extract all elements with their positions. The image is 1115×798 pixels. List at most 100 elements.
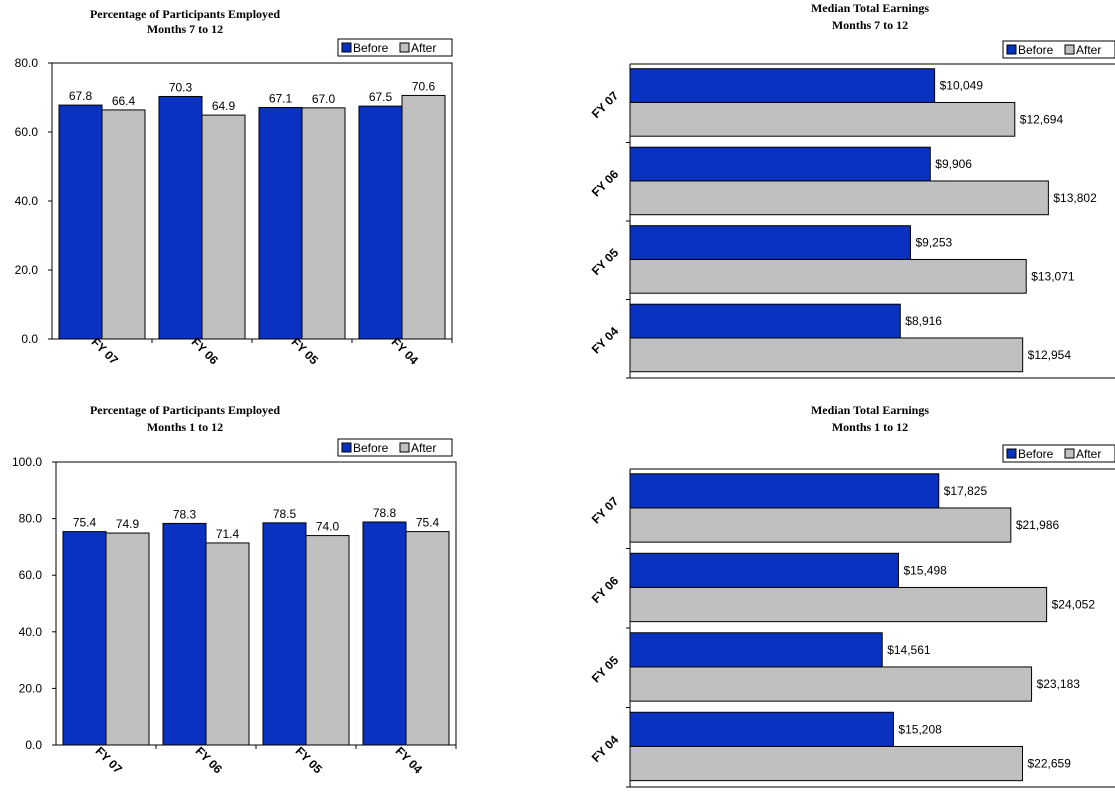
legend: Before After (337, 38, 453, 57)
bar-before-fy-06 (162, 522, 207, 746)
bar-before-fy-07 (629, 68, 936, 103)
data-label-after-fy-07: $12,694 (1020, 112, 1064, 126)
data-label-after-fy-04: $12,954 (1028, 348, 1072, 362)
bar-before-fy-06 (629, 146, 931, 182)
legend-swatch-before (1006, 44, 1017, 55)
chart-subtitle: Months 1 to 12 (832, 420, 908, 434)
legend-swatch-after (1064, 448, 1075, 459)
data-label-after-fy-05: 74.0 (316, 520, 340, 534)
chart-earn-7-12: Median Total Earnings Months 7 to 12 Befor… (589, 1, 1115, 379)
data-label-after-fy-06: $24,052 (1052, 598, 1096, 612)
chart-earn-1-12: Median Total Earnings Months 1 to 12 Befor… (589, 403, 1115, 788)
bar-after-fy-07 (105, 532, 150, 746)
bar-after-fy-06 (201, 114, 246, 340)
legend: Before After (1002, 40, 1115, 59)
data-label-before-fy-07: 75.4 (73, 516, 97, 530)
data-label-before-fy-06: $15,498 (903, 563, 947, 577)
legend-box (337, 38, 453, 57)
legend-box (1002, 40, 1115, 59)
bar-after-fy-05 (629, 258, 1027, 294)
legend: Before After (337, 438, 453, 457)
data-label-after-fy-04: 75.4 (416, 516, 440, 530)
data-label-before-fy-06: $9,906 (935, 157, 972, 171)
chart-emp-1-12: Percentage of Participants Employed Month… (12, 403, 457, 777)
y-tick-label: 0.0 (25, 738, 42, 752)
data-label-before-fy-04: $8,916 (905, 314, 942, 328)
bar-before-fy-04 (358, 105, 403, 340)
data-label-before-fy-05: 78.5 (273, 507, 297, 521)
bar-before-fy-06 (158, 95, 203, 340)
legend-label-before: Before (353, 441, 389, 455)
data-label-after-fy-05: $13,071 (1031, 269, 1075, 283)
y-tick-label: 40.0 (19, 625, 43, 639)
x-category-label: FY 07 (93, 744, 126, 777)
data-label-after-fy-06: $13,802 (1053, 191, 1097, 205)
bar-after-fy-04 (629, 745, 1023, 782)
bar-after-fy-05 (629, 666, 1033, 702)
data-label-after-fy-05: 67.0 (312, 92, 336, 106)
data-label-before-fy-05: 67.1 (269, 92, 293, 106)
chart-title: Median Total Earnings (811, 403, 929, 417)
x-category-label: FY 06 (193, 744, 226, 777)
bar-before-fy-07 (629, 473, 940, 509)
data-label-before-fy-04: $15,208 (898, 722, 942, 736)
data-label-before-fy-04: 78.8 (373, 506, 397, 520)
legend-label-before: Before (1018, 447, 1054, 461)
legend-box (1002, 444, 1115, 463)
data-label-after-fy-05: $23,183 (1037, 677, 1081, 691)
bar-before-fy-07 (58, 104, 103, 340)
data-label-before-fy-07: 67.8 (69, 89, 93, 103)
bar-before-fy-06 (629, 552, 899, 588)
legend-label-before: Before (1018, 43, 1054, 57)
y-category-label: FY 07 (589, 494, 622, 527)
x-category-label: FY 06 (189, 335, 222, 368)
legend-swatch-after (399, 442, 410, 453)
data-label-before-fy-07: $10,049 (940, 79, 984, 93)
bar-after-fy-04 (629, 337, 1024, 373)
x-category-label: FY 05 (289, 335, 322, 368)
data-label-after-fy-07: $21,986 (1016, 518, 1060, 532)
chart-subtitle: Months 7 to 12 (832, 18, 908, 32)
data-label-before-fy-05: $9,253 (915, 236, 952, 250)
data-label-after-fy-06: 71.4 (216, 527, 240, 541)
data-label-before-fy-06: 78.3 (173, 507, 197, 521)
bar-after-fy-05 (305, 535, 350, 746)
y-category-label: FY 07 (589, 88, 622, 121)
legend-swatch-before (1006, 448, 1017, 459)
data-label-before-fy-07: $17,825 (944, 484, 988, 498)
data-label-before-fy-06: 70.3 (169, 80, 193, 94)
bar-before-fy-04 (362, 521, 407, 746)
y-category-label: FY 04 (589, 732, 622, 765)
data-label-after-fy-04: 70.6 (412, 79, 436, 93)
bar-before-fy-05 (629, 632, 883, 668)
chart-subtitle: Months 1 to 12 (147, 420, 223, 434)
data-label-before-fy-05: $14,561 (887, 643, 931, 657)
y-tick-label: 60.0 (15, 125, 39, 139)
bar-after-fy-04 (401, 94, 446, 340)
legend-box (337, 438, 453, 457)
bar-after-fy-07 (629, 507, 1012, 543)
y-tick-label: 100.0 (12, 455, 42, 469)
y-tick-label: 80.0 (19, 512, 43, 526)
x-category-label: FY 05 (293, 744, 326, 777)
legend: Before After (1002, 444, 1115, 463)
y-tick-label: 60.0 (19, 568, 43, 582)
chart-subtitle: Months 7 to 12 (147, 22, 223, 36)
legend-label-before: Before (353, 41, 389, 55)
bar-after-fy-05 (301, 107, 346, 340)
legend-swatch-after (1064, 44, 1075, 55)
legend-swatch-after (399, 42, 410, 53)
bar-after-fy-04 (405, 531, 450, 746)
y-category-label: FY 04 (589, 324, 622, 357)
legend-label-after: After (1076, 447, 1101, 461)
chart-title: Percentage of Participants Employed (90, 403, 280, 417)
bar-after-fy-07 (101, 109, 146, 340)
legend-label-after: After (411, 41, 436, 55)
data-label-before-fy-04: 67.5 (369, 90, 393, 104)
x-category-label: FY 04 (389, 335, 422, 368)
data-label-after-fy-06: 64.9 (212, 99, 236, 113)
legend-swatch-before (341, 442, 352, 453)
legend-swatch-before (341, 42, 352, 53)
bar-before-fy-05 (258, 107, 303, 340)
